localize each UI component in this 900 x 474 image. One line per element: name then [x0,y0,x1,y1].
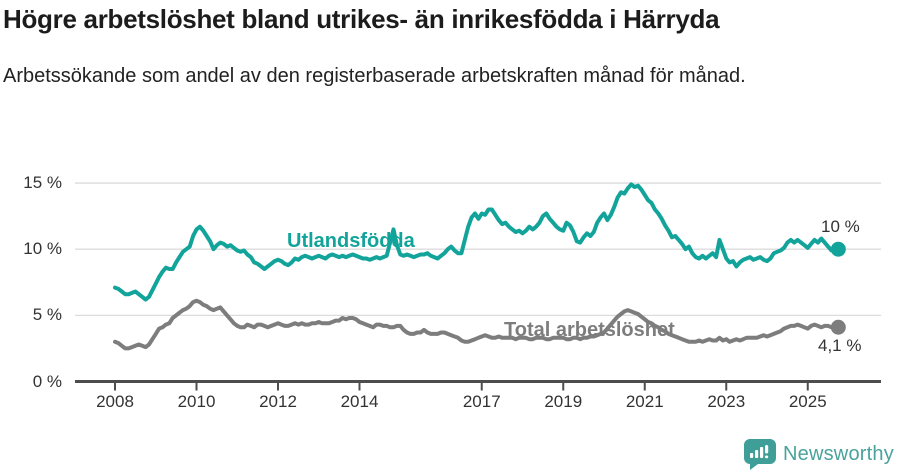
x-axis-label: 2025 [788,392,827,411]
series-label-total-arbetsloshet: Total arbetslöshet [504,319,675,341]
y-axis-label: 0 % [32,371,62,391]
x-axis-label: 2014 [340,392,379,411]
x-axis-label: 2019 [544,392,583,411]
x-axis-label: 2012 [259,392,297,411]
series-end-dot [830,319,846,335]
series-label-utlandsfodda: Utlandsfödda [287,230,415,252]
x-axis-label: 2021 [625,392,664,411]
page-title: Högre arbetslöshet bland utrikes- än inr… [3,4,720,34]
newsworthy-logo-text: Newsworthy [783,443,894,465]
y-axis-label: 15 % [23,173,62,193]
x-axis-label: 2023 [707,392,746,411]
page-subtitle: Arbetssökande som andel av den registerb… [3,65,746,87]
series-end-dot [830,241,846,257]
y-axis-label: 5 % [32,305,62,325]
end-value-total-arbetsloshet: 4,1 % [818,336,862,355]
x-axis-label: 2017 [462,392,501,411]
newsworthy-logo-icon [744,439,776,470]
y-axis-label: 10 % [23,239,62,259]
x-axis-label: 2008 [96,392,134,411]
end-value-utlandsfodda: 10 % [821,217,860,236]
x-axis-label: 2010 [177,392,216,411]
series-line-utlandsf-dda [113,182,841,302]
series-line-total-arbetsl-shet [113,298,841,351]
newsworthy-logo: Newsworthy [743,439,894,470]
